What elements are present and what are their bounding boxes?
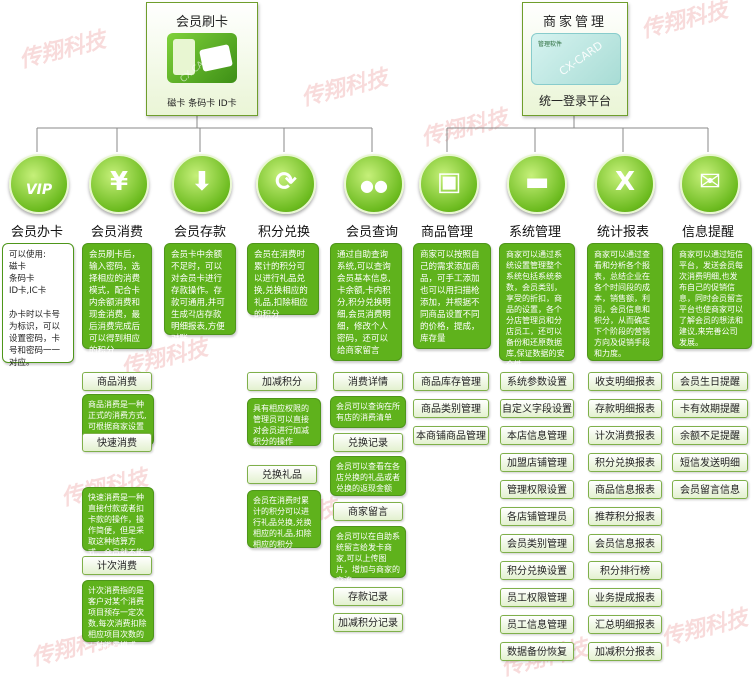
sub-item-label: 会员类别管理 xyxy=(500,534,574,553)
column-label: 会员查询 xyxy=(345,225,398,240)
column-description: 商家可以按照自己的需求添加商品，可手工添加也可以用扫描枪添加，并根据不同商品设置… xyxy=(413,243,491,349)
sub-item-description: 具有相应权限的管理员可以直接对会员进行加减积分的操作 xyxy=(247,398,321,446)
column-label: 信息提醒 xyxy=(681,225,734,240)
card-icon: 管理软件 CX-CARD xyxy=(531,33,621,85)
sub-item-label: 短信发送明细 xyxy=(672,453,748,472)
sub-item-label: 系统参数设置 xyxy=(500,372,574,391)
sub-item-description: 会员可以在自助系统留言给发卡商家,可以上传图片，增加与商家的交流 xyxy=(330,526,406,585)
sub-item-description: 会员可以查看在各店兑换的礼品或者兑换的返现金额 xyxy=(330,456,406,496)
box-icon: ▣ xyxy=(419,154,479,214)
people-icon: ●● xyxy=(344,154,404,214)
excel-icon: X xyxy=(595,154,655,214)
merchant-title: 商家管理 xyxy=(542,15,607,30)
column-label: 系统管理 xyxy=(508,225,561,240)
sub-item-label: 加盟店铺管理 xyxy=(500,453,574,472)
column-label: 会员办卡 xyxy=(10,225,63,240)
sub-item-label: 收支明细报表 xyxy=(588,372,662,391)
sub-item-label: 消费详情 xyxy=(333,372,403,391)
yen-icon: ¥ xyxy=(89,154,149,214)
sub-item-label: 会员留言信息 xyxy=(672,480,748,499)
sub-item-label: 各店铺管理员 xyxy=(500,507,574,526)
sub-item-label: 商品类别管理 xyxy=(413,399,489,418)
column-label: 商品管理 xyxy=(420,225,473,240)
folder-icon: ▬ xyxy=(507,154,567,214)
sub-item-label: 余额不足提醒 xyxy=(672,426,748,445)
card-label: 管理软件 xyxy=(538,41,563,48)
sub-item-label: 业务提成报表 xyxy=(588,588,662,607)
sub-item-label: 管理权限设置 xyxy=(500,480,574,499)
sub-item-label: 商品信息报表 xyxy=(588,480,662,499)
merchant-subtitle: 统一登录平台 xyxy=(538,94,611,108)
column-description: 会员卡中余额不足时，可以对会员卡进行存款操作。存款可通用,并可生成각店存款明细报… xyxy=(164,243,236,344)
sub-item-label: 员工权限管理 xyxy=(500,588,574,607)
member-card-title: 会员刷卡 xyxy=(175,15,228,30)
sub-item-label: 加减积分报表 xyxy=(588,642,662,661)
sub-item-label: 员工信息管理 xyxy=(500,615,574,634)
sub-item-label: 快速消费 xyxy=(82,433,152,452)
sub-item-label: 存款记录 xyxy=(333,587,403,606)
member-card-box: 会员刷卡 CX CARD 磁卡 条码卡 ID卡 xyxy=(146,2,258,116)
sub-item-label: 会员生日提醒 xyxy=(672,372,748,391)
column-label: 积分兑换 xyxy=(257,225,310,240)
column-label: 会员消费 xyxy=(90,225,143,240)
column-label: 会员存款 xyxy=(173,225,226,240)
card-text: CX-CARD xyxy=(556,38,606,79)
column-description: 商家可以通过查看和分析各个报表，总结企业在各个时间段的成本，销售额，利润，会员信… xyxy=(587,243,663,361)
sub-item-label: 积分排行榜 xyxy=(588,561,662,580)
mail-icon: ✉ xyxy=(680,154,740,214)
sub-item-label: 商品库存管理 xyxy=(413,372,489,391)
sub-item-label: 卡有效期提醒 xyxy=(672,399,748,418)
sub-item-label: 加减积分 xyxy=(247,372,317,391)
sub-item-label: 本店信息管理 xyxy=(500,426,574,445)
sub-item-label: 商家留言 xyxy=(333,502,403,521)
member-card-subtitle: 磁卡 条码卡 ID卡 xyxy=(167,99,237,109)
column-description: 通过自助查询系统,可以查询会员基本信息,卡余额,卡内积分,积分兑换明细,会员消费… xyxy=(330,243,402,361)
sub-item-label: 计次消费报表 xyxy=(588,426,662,445)
column-description: 商家可以通过短信平台，发送会员每次消费明细,也发布自己的促销信息，同时会员留言平… xyxy=(672,243,752,349)
sub-item-label: 积分兑换报表 xyxy=(588,453,662,472)
sub-item-description: 会员可以查询在所有店的消费清单 xyxy=(330,396,406,428)
column-description: 会员在消费时累计的积分可以进行礼品兑换,兑换相应的礼品,扣除相应的积分 xyxy=(247,243,319,320)
card-reader-icon: CX CARD xyxy=(167,33,237,85)
sub-item-description: 快速消费是一种直接付款或者扣卡款的操作，操作简便，但是采取这种结算方式，会员就不… xyxy=(82,487,154,568)
sub-item-label: 会员信息报表 xyxy=(588,534,662,553)
sub-item-label: 存款明细报表 xyxy=(588,399,662,418)
sub-item-description: 会员在消费时累计的积分可以进行礼品兑换,兑换相应的礼品,扣除相应的积分 xyxy=(247,490,321,549)
column-description: 可以使用: 磁卡 条码卡 ID卡,IC卡 办卡时以卡号为标识，可以设置密码，卡号… xyxy=(2,243,74,368)
sub-item-label: 计次消费 xyxy=(82,556,152,575)
column-description: 会员刷卡后，输入密码，选择相应的消费模式，配合卡内余额消费和现金消费，最后消费完… xyxy=(82,243,152,356)
column-description: 商家可以通过系统设置管理整个系统包括系统参数，会员类别，享受的折扣，商品的设置，… xyxy=(499,243,575,369)
merchant-box: 商家管理 管理软件 CX-CARD 统一登录平台 xyxy=(522,2,628,116)
sub-item-label: 商品消费 xyxy=(82,372,152,391)
sub-item-label: 推荐积分报表 xyxy=(588,507,662,526)
vip-icon: VIP xyxy=(9,154,69,214)
refresh-icon: ⟳ xyxy=(256,154,316,214)
sub-item-label: 积分兑换设置 xyxy=(500,561,574,580)
sub-item-description: 计次消费指的是客户对某个消费项目预存一定次数,每次消费扣除相应项目次数的一种消费… xyxy=(82,580,154,650)
sub-item-label: 加减积分记录 xyxy=(333,613,403,632)
sub-item-label: 本商铺商品管理 xyxy=(413,426,489,445)
column-label: 统计报表 xyxy=(596,225,649,240)
download-icon: ⬇ xyxy=(172,154,232,214)
sub-item-label: 数据备份恢复 xyxy=(500,642,574,661)
sub-item-label: 汇总明细报表 xyxy=(588,615,662,634)
sub-item-label: 自定义字段设置 xyxy=(500,399,574,418)
sub-item-label: 兑换记录 xyxy=(333,433,403,452)
sub-item-label: 兑换礼品 xyxy=(247,465,317,484)
